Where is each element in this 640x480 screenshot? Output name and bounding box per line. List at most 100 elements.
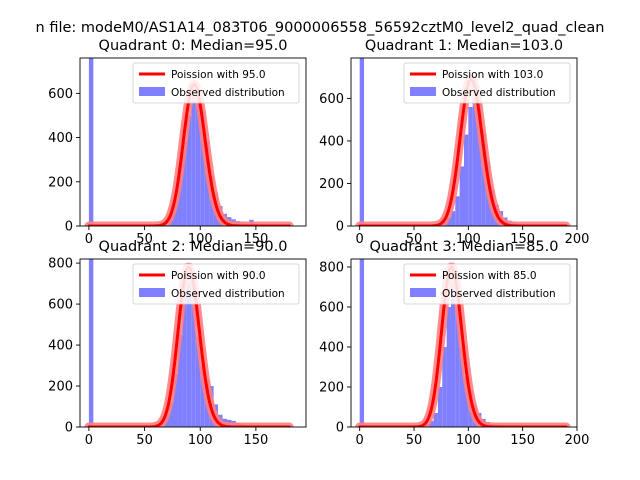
- legend-hist-label: Observed distribution: [171, 288, 285, 300]
- legend-hist-swatch: [410, 87, 436, 96]
- subplot-quadrant-0: 0 50 100 150 0 200 400 600 Poission with 95.0 Obs…: [48, 38, 307, 247]
- axes-frame: [79, 57, 307, 227]
- y-tick-label: 600: [48, 298, 73, 313]
- histogram-bar: [173, 373, 178, 427]
- x-tick-label: 0: [85, 433, 93, 448]
- y-tick-label: 600: [48, 87, 73, 102]
- axes-frame: [350, 258, 578, 428]
- legend-line-label: Poission with 85.0: [442, 270, 537, 282]
- y-tick-label: 400: [48, 339, 73, 354]
- histogram-bar: [468, 106, 473, 226]
- histogram-bar: [182, 142, 187, 226]
- histogram-bar: [433, 413, 438, 427]
- x-tick-label: 50: [406, 433, 423, 448]
- histogram-bar: [446, 217, 451, 226]
- y-tick-label: 200: [48, 380, 73, 395]
- x-tick-label: 200: [565, 433, 590, 448]
- legend-hist-label: Observed distribution: [442, 288, 556, 300]
- axes-frame: [350, 57, 578, 227]
- x-tick-label: 0: [356, 232, 364, 247]
- histogram-bar: [481, 134, 486, 226]
- histogram-bar: [446, 307, 451, 427]
- axes-frame: [79, 258, 307, 428]
- histogram-bar: [195, 336, 201, 427]
- histogram-bar: [195, 93, 201, 226]
- x-tick-label: 150: [243, 232, 268, 247]
- x-tick-label: 0: [85, 232, 93, 247]
- plot-area: [355, 259, 571, 427]
- legend: Poission with 103.0 Observed distribution: [403, 62, 571, 104]
- subplot-title: Quadrant 0: Median=95.0: [99, 38, 288, 54]
- legend-box: [403, 62, 571, 104]
- x-tick-label: 0: [356, 433, 364, 448]
- histogram-bar: [359, 259, 365, 427]
- legend: Poission with 85.0 Observed distribution: [403, 263, 571, 305]
- poisson-curve: [358, 77, 568, 226]
- histogram-bar: [459, 347, 464, 427]
- subplot-title: Quadrant 1: Median=103.0: [365, 38, 563, 54]
- x-tick-label: 50: [136, 433, 153, 448]
- y-tick-label: 0: [336, 421, 344, 436]
- histogram-bar: [472, 96, 478, 226]
- legend-box: [132, 263, 300, 305]
- legend-hist-swatch: [410, 288, 436, 297]
- y-tick-label: 0: [336, 220, 344, 235]
- y-tick-label: 400: [319, 341, 344, 356]
- histogram-bar: [450, 211, 456, 226]
- x-tick-label: 150: [243, 433, 268, 448]
- y-tick-label: 800: [319, 261, 344, 276]
- histogram-bar: [200, 365, 205, 427]
- y-tick-label: 0: [65, 421, 73, 436]
- histogram-bar: [186, 115, 192, 226]
- y-tick-label: 200: [48, 175, 73, 190]
- plot-area: [355, 58, 571, 226]
- x-tick-label: 50: [136, 232, 153, 247]
- subplot-quadrant-3: 0 50 100 150 200 0 200 400 600 800 Poission with 8…: [319, 239, 589, 448]
- histogram-bar: [464, 377, 469, 427]
- subplot-title: Quadrant 2: Median=90.0: [99, 239, 288, 255]
- y-tick-label: 600: [319, 301, 344, 316]
- y-tick-label: 200: [319, 177, 344, 192]
- y-tick-label: 600: [319, 92, 344, 107]
- legend-hist-swatch: [139, 87, 165, 96]
- legend: Poission with 90.0 Observed distribution: [132, 263, 300, 305]
- x-tick-label: 100: [456, 232, 481, 247]
- legend-box: [132, 62, 300, 104]
- legend-hist-label: Observed distribution: [442, 87, 556, 99]
- histogram-bar: [200, 111, 205, 226]
- x-tick-label: 200: [565, 232, 590, 247]
- histogram-bar: [455, 196, 460, 226]
- histogram-bar: [186, 283, 192, 427]
- subplot-title: Quadrant 3: Median=85.0: [370, 239, 559, 255]
- legend-line-label: Poission with 95.0: [171, 69, 266, 81]
- histogram-bar: [464, 134, 469, 226]
- x-tick-label: 50: [406, 232, 423, 247]
- histogram-bar: [88, 259, 94, 427]
- x-tick-label: 150: [510, 433, 535, 448]
- figure-title: n file: modeM0/AS1A14_083T06_9000006558_…: [36, 20, 605, 36]
- legend: Poission with 95.0 Observed distribution: [132, 62, 300, 104]
- legend-line-label: Poission with 103.0: [442, 69, 543, 81]
- histogram-bar: [459, 166, 464, 226]
- histogram-bar: [191, 95, 196, 226]
- y-tick-label: 0: [65, 220, 73, 235]
- y-tick-label: 400: [48, 131, 73, 146]
- histogram-bar: [437, 387, 443, 427]
- histogram-bar: [450, 283, 456, 427]
- histogram-bar: [88, 58, 94, 226]
- histogram-bar: [429, 421, 434, 427]
- x-tick-label: 100: [456, 433, 481, 448]
- y-tick-label: 400: [319, 134, 344, 149]
- subplot-quadrant-2: 0 50 100 150 0 200 400 600 800 Poission with 90.0…: [48, 239, 307, 448]
- histogram-bar: [477, 98, 482, 226]
- histogram-bar: [191, 304, 196, 427]
- legend-box: [403, 263, 571, 305]
- histogram-bar: [455, 307, 460, 427]
- y-tick-label: 800: [48, 257, 73, 272]
- x-tick-label: 100: [188, 433, 213, 448]
- histogram-bar: [177, 334, 183, 427]
- histogram-bar: [359, 58, 365, 226]
- histogram-bar: [169, 402, 174, 427]
- poisson-curve: [358, 265, 568, 427]
